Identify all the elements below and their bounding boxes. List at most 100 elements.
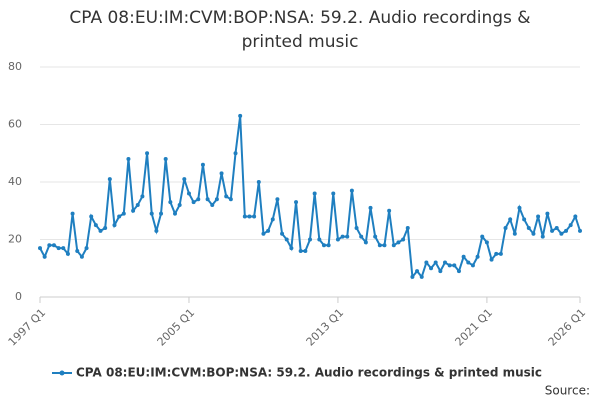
data-point <box>508 217 513 222</box>
data-point <box>578 228 582 233</box>
data-point <box>228 197 233 202</box>
data-point <box>173 211 177 216</box>
data-point <box>224 194 229 199</box>
data-point <box>368 205 373 210</box>
data-point <box>247 214 252 219</box>
data-point <box>517 205 522 210</box>
data-point <box>70 211 75 216</box>
data-point <box>550 228 555 233</box>
data-point <box>452 263 457 268</box>
y-tick-label: 0 <box>15 290 22 303</box>
data-point <box>335 237 340 242</box>
data-point <box>135 203 140 207</box>
data-point <box>312 191 317 196</box>
data-point <box>494 251 499 256</box>
y-tick-label: 40 <box>8 175 22 188</box>
legend-label: CPA 08:EU:IM:CVM:BOP:NSA: 59.2. Audio re… <box>76 366 542 380</box>
data-point <box>396 240 401 245</box>
data-point <box>443 260 447 265</box>
x-tick-label: 1997 Q1 <box>6 306 49 349</box>
y-tick-label: 80 <box>8 60 22 73</box>
data-point <box>233 151 238 156</box>
x-tick-label: 2005 Q1 <box>155 306 198 349</box>
y-tick-label: 20 <box>8 233 22 246</box>
data-point <box>284 237 289 242</box>
data-point <box>79 254 84 259</box>
data-point <box>154 228 159 233</box>
data-point <box>126 157 131 161</box>
data-point <box>489 257 494 262</box>
data-point <box>219 171 224 176</box>
data-point <box>461 254 466 259</box>
data-point <box>61 246 66 251</box>
data-point <box>326 243 331 248</box>
data-point <box>531 231 536 236</box>
data-point <box>415 269 420 274</box>
data-point <box>317 237 322 242</box>
data-point <box>401 237 406 242</box>
data-point <box>51 243 56 248</box>
data-point <box>191 200 196 205</box>
data-point <box>512 231 517 236</box>
data-point <box>321 243 326 248</box>
data-point <box>405 226 410 230</box>
data-point <box>121 211 126 216</box>
data-point <box>56 246 61 251</box>
data-point <box>498 251 503 256</box>
data-point <box>522 217 527 222</box>
data-point <box>331 191 336 196</box>
data-point <box>540 234 545 239</box>
data-point <box>256 180 261 184</box>
data-point <box>42 254 47 259</box>
series-line <box>39 115 581 280</box>
data-point <box>559 231 564 236</box>
data-point <box>554 226 559 230</box>
source: Source: <box>545 384 590 398</box>
data-point <box>573 214 578 219</box>
data-point <box>298 249 303 253</box>
data-point <box>93 223 98 228</box>
data-point <box>503 226 508 230</box>
data-point <box>98 228 103 233</box>
data-point <box>456 269 461 274</box>
data-point <box>484 240 489 245</box>
data-point <box>205 197 210 202</box>
data-point <box>308 237 312 242</box>
data-point <box>149 211 154 216</box>
data-point <box>266 228 271 233</box>
data-point <box>289 246 294 251</box>
data-point <box>75 249 80 253</box>
data-point <box>168 200 173 205</box>
data-point <box>270 217 275 222</box>
data-point <box>145 151 150 156</box>
data-point <box>391 243 396 248</box>
data-point <box>373 234 378 239</box>
data-point <box>280 231 285 236</box>
data-point <box>536 214 541 219</box>
data-point <box>163 157 168 161</box>
data-point <box>429 266 434 271</box>
data-point <box>447 263 452 268</box>
data-point <box>196 197 201 202</box>
data-point <box>65 251 70 256</box>
data-point <box>238 113 243 118</box>
data-point <box>186 191 191 196</box>
data-point <box>177 203 182 207</box>
data-point <box>359 234 364 239</box>
x-tick-label: 2026 Q1 <box>546 306 589 349</box>
data-point <box>363 240 368 245</box>
chart-title: CPA 08:EU:IM:CVM:BOP:NSA: 59.2. Audio re… <box>69 8 531 52</box>
data-point <box>349 188 354 193</box>
data-point <box>424 260 429 265</box>
data-point <box>214 197 219 202</box>
data-point <box>140 194 145 199</box>
data-point <box>564 228 569 233</box>
data-point <box>345 234 350 239</box>
data-point <box>242 214 247 219</box>
x-tick-label: 2021 Q1 <box>453 306 496 349</box>
data-point <box>210 203 215 207</box>
data-point <box>200 162 205 167</box>
data-point <box>103 226 108 230</box>
